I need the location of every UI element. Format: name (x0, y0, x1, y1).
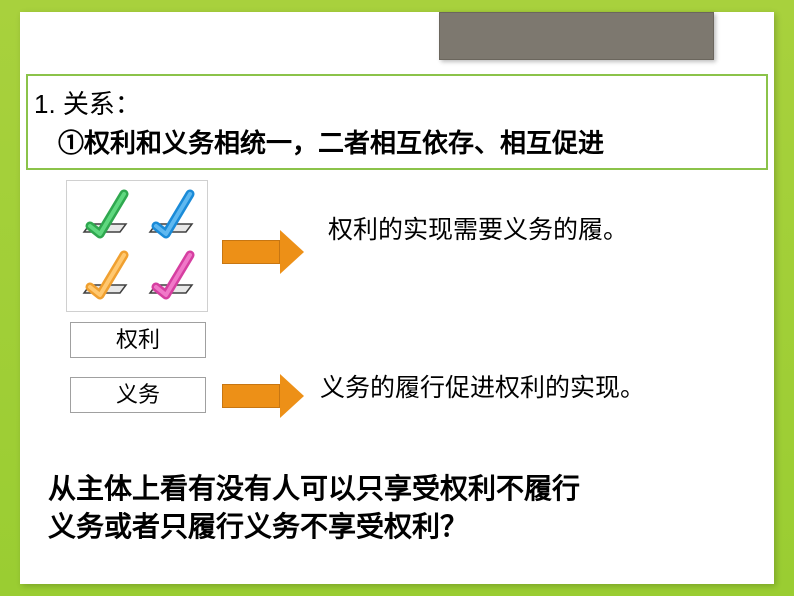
checkmarks-grid (66, 180, 208, 312)
arrow-shaft (222, 384, 280, 408)
arrow-icon (222, 374, 304, 418)
body-text-1: 权利的实现需要义务的履。 (328, 210, 628, 246)
checkmark-icon (142, 188, 198, 244)
arrow-icon (222, 230, 304, 274)
checkmark-icon (76, 188, 132, 244)
arrow-head (280, 374, 304, 418)
check-cell (139, 187, 201, 244)
title-line2: ①权利和义务相统一，二者相互依存、相互促进 (34, 123, 760, 160)
check-cell (139, 248, 201, 305)
check-cell (73, 248, 135, 305)
bottom-line1: 从主体上看有没有人可以只享受权利不履行 (48, 470, 748, 508)
checkmark-icon (142, 249, 198, 305)
title-box: 1. 关系： ①权利和义务相统一，二者相互依存、相互促进 (26, 74, 768, 170)
check-cell (73, 187, 135, 244)
label-rights: 权利 (70, 322, 206, 358)
arrow-head (280, 230, 304, 274)
bottom-line2: 义务或者只履行义务不享受权利？ (48, 508, 748, 546)
bottom-question: 从主体上看有没有人可以只享受权利不履行 义务或者只履行义务不享受权利？ (48, 470, 748, 546)
label-duties: 义务 (70, 377, 206, 413)
slide: 1. 关系： ①权利和义务相统一，二者相互依存、相互促进 (20, 12, 774, 584)
top-banner (439, 12, 714, 60)
arrow-shaft (222, 240, 280, 264)
title-line1: 1. 关系： (34, 84, 760, 121)
body-text-2: 义务的履行促进权利的实现。 (320, 368, 645, 404)
checkmark-icon (76, 249, 132, 305)
